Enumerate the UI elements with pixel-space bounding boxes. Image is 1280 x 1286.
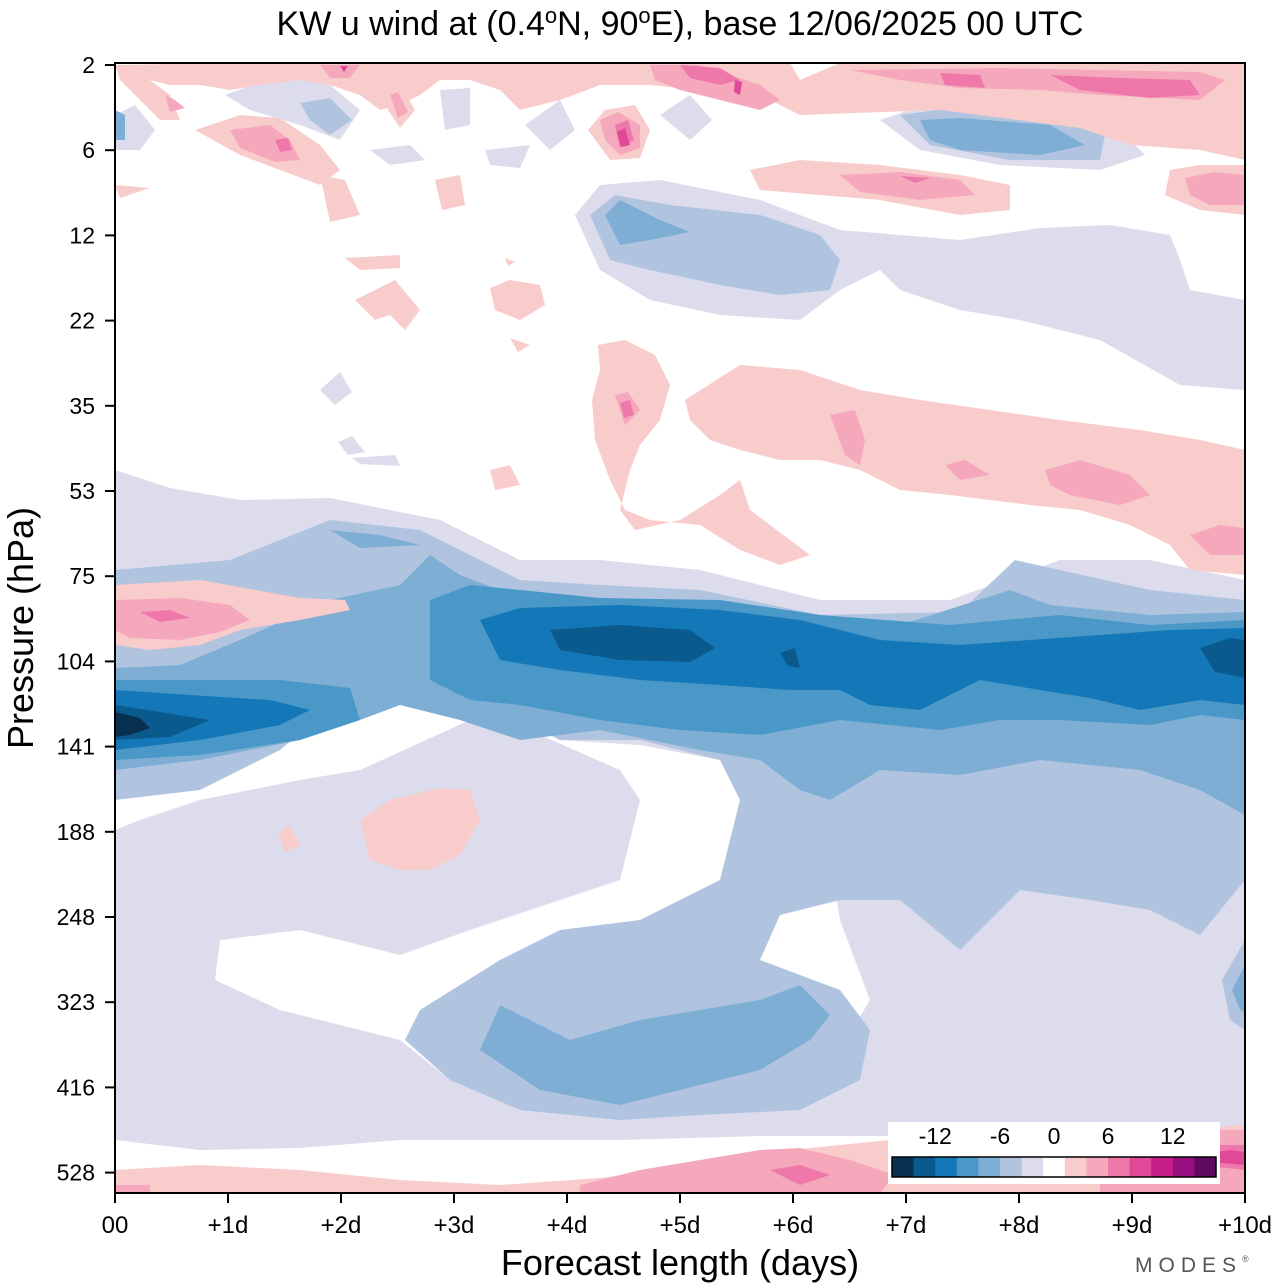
colorbar-swatch (1194, 1157, 1217, 1177)
contour-neg2-small (320, 372, 400, 466)
colorbar-outline (891, 1156, 1217, 1178)
y-tick-label: 12 (69, 222, 95, 248)
contour-neg10-main (115, 605, 1245, 750)
colorbar-label: -12 (919, 1123, 952, 1149)
y-tick-label: 2 (82, 52, 95, 78)
x-axis: 00 +1d +2d +3d +4d +5d +6d +7d +8d +9d +10d (102, 1193, 1272, 1239)
x-tick-label: +5d (660, 1212, 701, 1239)
contour-neg2-strat-c (115, 75, 712, 168)
y-tick-label: 6 (82, 137, 95, 163)
y-tick-label: 323 (57, 989, 95, 1015)
colorbar-label: 6 (1102, 1123, 1115, 1149)
x-axis-title: Forecast length (days) (501, 1242, 859, 1283)
x-tick-label: +1d (208, 1212, 249, 1239)
colorbar-swatch (1129, 1157, 1152, 1177)
y-tick-label: 248 (57, 904, 95, 930)
colorbar-label: 0 (1048, 1123, 1061, 1149)
colorbar-swatch (978, 1157, 1001, 1177)
colorbar-swatch (1086, 1157, 1109, 1177)
chart-title: KW u wind at (0.4oN, 90oE), base 12/06/2… (277, 3, 1084, 43)
x-tick-label: 00 (102, 1212, 129, 1239)
colorbar-swatch (1000, 1157, 1023, 1177)
x-tick-label: +10d (1218, 1212, 1272, 1239)
x-tick-label: +3d (434, 1212, 475, 1239)
colorbar-swatch (913, 1157, 936, 1177)
y-tick-label: 53 (69, 478, 95, 504)
y-tick-label: 75 (69, 563, 95, 589)
x-tick-label: +2d (321, 1212, 362, 1239)
colorbar-swatch (1021, 1157, 1044, 1177)
y-axis-title: Pressure (hPa) (0, 507, 41, 749)
colorbar-swatch (1172, 1157, 1195, 1177)
y-tick-label: 416 (57, 1074, 95, 1100)
colorbar-swatch (1064, 1157, 1087, 1177)
x-tick-label: +4d (547, 1212, 588, 1239)
colorbar-swatch (892, 1157, 915, 1177)
contour-field (115, 63, 1245, 1193)
y-tick-label: 141 (57, 734, 95, 760)
modes-logo: MODES® (1135, 1254, 1249, 1277)
colorbar-label: 12 (1160, 1123, 1186, 1149)
x-tick-label: +8d (999, 1212, 1040, 1239)
contour-neg12-main (115, 625, 1245, 740)
colorbar-swatch (1151, 1157, 1174, 1177)
y-tick-label: 528 (57, 1160, 95, 1186)
x-tick-label: +7d (886, 1212, 927, 1239)
colorbar-label: -6 (990, 1123, 1010, 1149)
colorbar-swatch (956, 1157, 979, 1177)
colorbar: -12 -6 0 6 12 (888, 1122, 1220, 1184)
y-tick-label: 188 (57, 819, 95, 845)
y-tick-label: 104 (57, 648, 96, 674)
contour-neg14-core (115, 712, 150, 737)
contour-neg6-lower (480, 985, 830, 1105)
y-tick-label: 22 (69, 308, 95, 334)
contour-neg6-right-lower (1232, 965, 1245, 1012)
contour-pos2-strat-bits (115, 70, 1245, 575)
y-tick-label: 35 (69, 393, 95, 419)
x-tick-label: +6d (773, 1212, 814, 1239)
colorbar-swatch (1108, 1157, 1131, 1177)
colorbar-swatch (935, 1157, 958, 1177)
y-axis: 2 6 12 22 35 53 75 104 141 188 248 323 416 528 (57, 52, 115, 1186)
colorbar-swatch (1043, 1157, 1066, 1177)
x-tick-label: +9d (1112, 1212, 1153, 1239)
